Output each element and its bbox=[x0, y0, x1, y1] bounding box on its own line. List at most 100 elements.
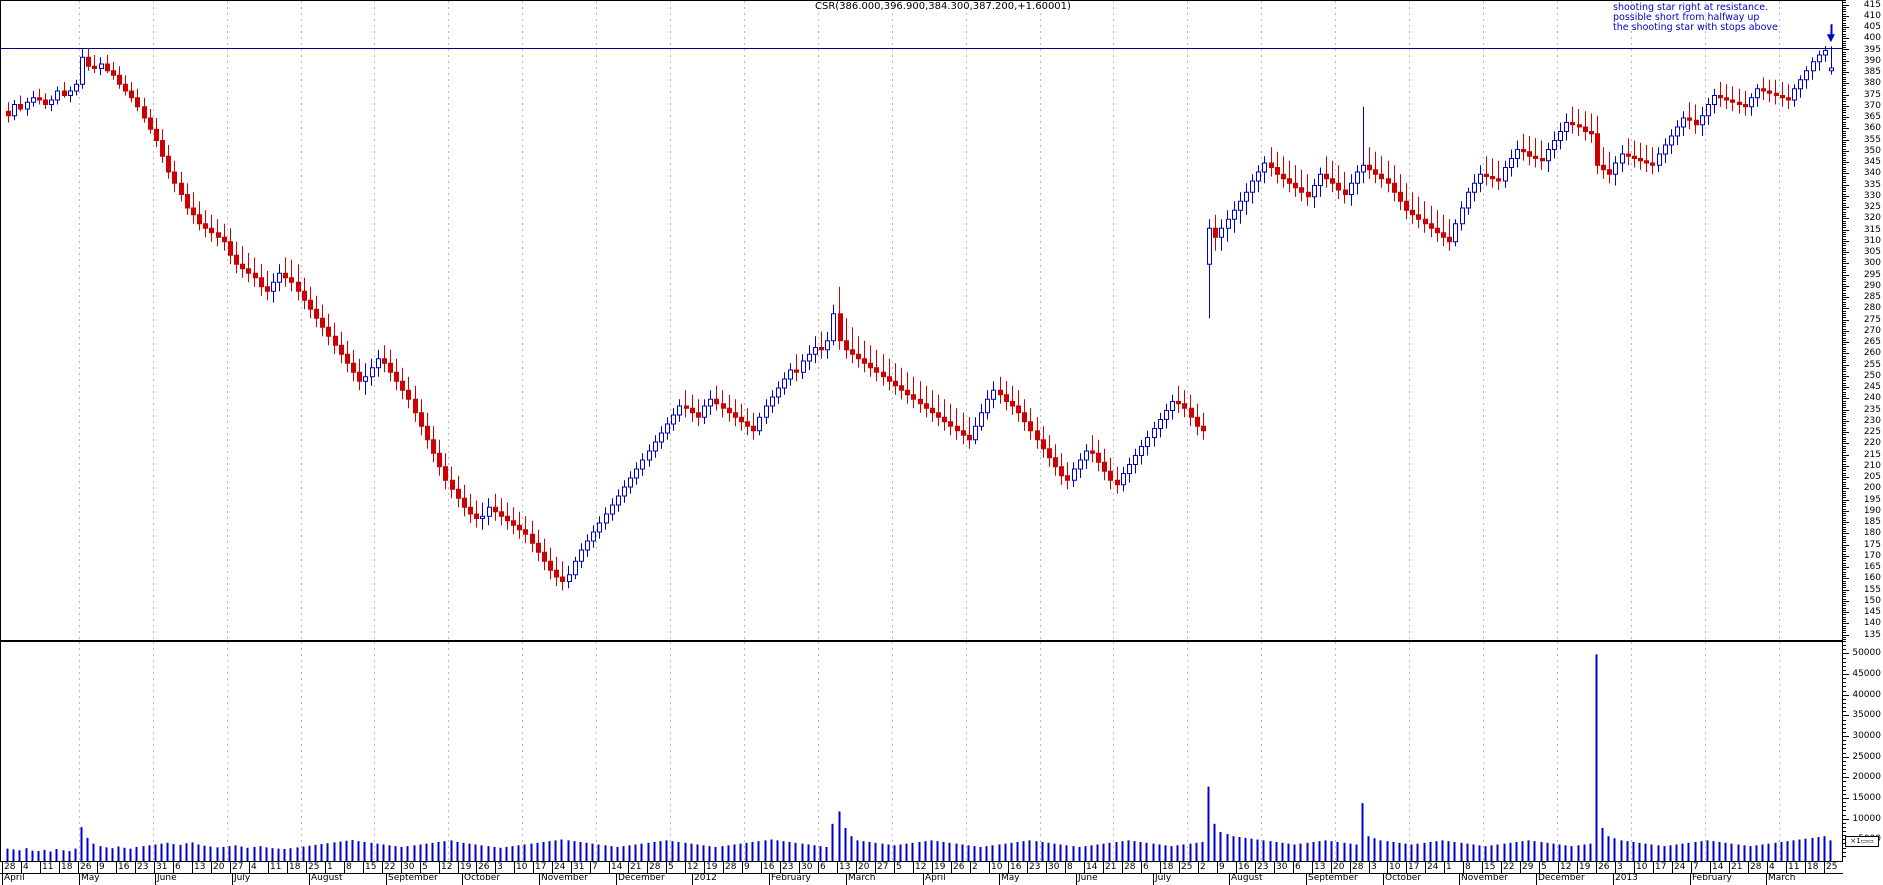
date-axis[interactable]: 28 4 11 18 26 9 16 23 31 6 13 20 27 4 11 18 25 1 8 15 22 30 5 1… bbox=[0, 862, 1843, 885]
price-tick-label: 290 bbox=[1863, 280, 1881, 291]
date-tick bbox=[211, 862, 212, 873]
price-minor-tick bbox=[1843, 473, 1846, 474]
volume-minor-tick bbox=[1843, 786, 1846, 787]
price-minor-tick bbox=[1843, 360, 1846, 361]
date-tick-label: 28 bbox=[1750, 862, 1762, 872]
price-minor-tick bbox=[1843, 524, 1846, 525]
price-minor-tick bbox=[1843, 68, 1846, 69]
price-tick bbox=[1843, 500, 1849, 501]
date-tick-label: 1 bbox=[1446, 862, 1452, 872]
price-minor-tick bbox=[1843, 407, 1846, 408]
date-tick-label: 5 bbox=[668, 862, 674, 872]
volume-minor-tick bbox=[1843, 852, 1846, 853]
price-minor-tick bbox=[1843, 79, 1846, 80]
price-minor-tick bbox=[1843, 169, 1846, 170]
price-minor-tick bbox=[1843, 412, 1846, 413]
month-label: May bbox=[1001, 873, 1020, 883]
date-tick bbox=[1653, 862, 1654, 873]
date-tick bbox=[1179, 862, 1180, 873]
date-tick bbox=[514, 862, 515, 873]
month-label: 2012 bbox=[694, 873, 717, 883]
volume-minor-tick bbox=[1843, 699, 1846, 700]
date-tick-label: 1 bbox=[327, 862, 333, 872]
date-tick-label: 7 bbox=[592, 862, 598, 872]
price-tick-label: 230 bbox=[1863, 415, 1881, 426]
price-tick-label: 250 bbox=[1863, 370, 1881, 381]
date-tick bbox=[78, 862, 79, 873]
volume-axis[interactable]: 50000 45000 40000 35000 30000 25000 20000 15000… bbox=[1843, 641, 1883, 862]
date-tick bbox=[723, 862, 724, 873]
price-minor-tick bbox=[1843, 299, 1846, 300]
price-minor-tick bbox=[1843, 124, 1846, 125]
volume-minor-tick bbox=[1843, 740, 1846, 741]
date-tick-label: 5 bbox=[896, 862, 902, 872]
month-label: March bbox=[848, 873, 876, 883]
price-tick-label: 370 bbox=[1863, 100, 1881, 111]
price-minor-tick bbox=[1843, 340, 1846, 341]
price-tick bbox=[1843, 533, 1849, 534]
price-minor-tick bbox=[1843, 34, 1846, 35]
date-tick bbox=[1046, 862, 1047, 873]
price-minor-tick bbox=[1843, 2, 1846, 3]
month-tick bbox=[1153, 873, 1154, 885]
price-minor-tick bbox=[1843, 527, 1846, 528]
volume-minor-tick bbox=[1843, 815, 1846, 816]
date-tick bbox=[2, 862, 3, 873]
price-tick-label: 335 bbox=[1863, 179, 1881, 190]
volume-tick-label: 10000 bbox=[1852, 813, 1881, 824]
chart-annotation: shooting star right at resistance. possi… bbox=[1613, 3, 1778, 33]
date-tick-label: 28 bbox=[725, 862, 737, 872]
price-minor-tick bbox=[1843, 92, 1846, 93]
volume-minor-tick bbox=[1843, 848, 1846, 849]
price-candlestick-svg bbox=[1, 1, 1842, 640]
date-tick bbox=[1691, 862, 1692, 873]
date-tick-label: 30 bbox=[1048, 862, 1060, 872]
price-minor-tick bbox=[1843, 403, 1846, 404]
price-minor-tick bbox=[1843, 439, 1846, 440]
price-minor-tick bbox=[1843, 518, 1846, 519]
price-chart-panel[interactable] bbox=[0, 0, 1843, 641]
price-tick bbox=[1843, 353, 1849, 354]
date-tick-label: 15 bbox=[365, 862, 377, 872]
date-tick-label: 26 bbox=[953, 862, 965, 872]
price-minor-tick bbox=[1843, 506, 1846, 507]
price-minor-tick bbox=[1843, 187, 1846, 188]
date-tick-label: 20 bbox=[1333, 862, 1345, 872]
date-tick-label: 23 bbox=[137, 862, 149, 872]
date-tick-label: 6 bbox=[1143, 862, 1149, 872]
price-tick bbox=[1843, 38, 1849, 39]
date-tick bbox=[344, 862, 345, 873]
volume-tick-label: 40000 bbox=[1852, 689, 1881, 700]
price-axis[interactable]: 415 410 405 400 395 390 385 380 375 370 365 360 355 3… bbox=[1843, 0, 1883, 641]
price-tick-label: 295 bbox=[1863, 269, 1881, 280]
date-tick-label: 16 bbox=[118, 862, 130, 872]
price-minor-tick bbox=[1843, 347, 1846, 348]
price-tick bbox=[1843, 623, 1849, 624]
price-minor-tick bbox=[1843, 85, 1846, 86]
price-minor-tick bbox=[1843, 223, 1846, 224]
volume-chart-panel[interactable] bbox=[0, 641, 1843, 862]
price-minor-tick bbox=[1843, 11, 1846, 12]
month-label: March bbox=[1768, 873, 1796, 883]
date-tick-label: 19 bbox=[934, 862, 946, 872]
price-minor-tick bbox=[1843, 209, 1846, 210]
price-minor-tick bbox=[1843, 65, 1846, 66]
date-tick-label: 13 bbox=[839, 862, 851, 872]
price-minor-tick bbox=[1843, 205, 1846, 206]
date-tick-label: 27 bbox=[877, 862, 889, 872]
month-label: October bbox=[464, 873, 501, 883]
month-label: October bbox=[1385, 873, 1422, 883]
price-minor-tick bbox=[1843, 356, 1846, 357]
date-tick-label: 10 bbox=[1389, 862, 1401, 872]
price-tick bbox=[1843, 275, 1849, 276]
price-minor-tick bbox=[1843, 268, 1846, 269]
horizontal-scroll-thumb[interactable]: ×1▭▭ bbox=[1845, 836, 1879, 847]
price-minor-tick bbox=[1843, 389, 1846, 390]
date-tick bbox=[1501, 862, 1502, 873]
price-minor-tick bbox=[1843, 146, 1846, 147]
volume-tick-label: 20000 bbox=[1852, 772, 1881, 783]
price-minor-tick bbox=[1843, 63, 1846, 64]
price-minor-tick bbox=[1843, 277, 1846, 278]
date-tick bbox=[780, 862, 781, 873]
date-tick bbox=[932, 862, 933, 873]
